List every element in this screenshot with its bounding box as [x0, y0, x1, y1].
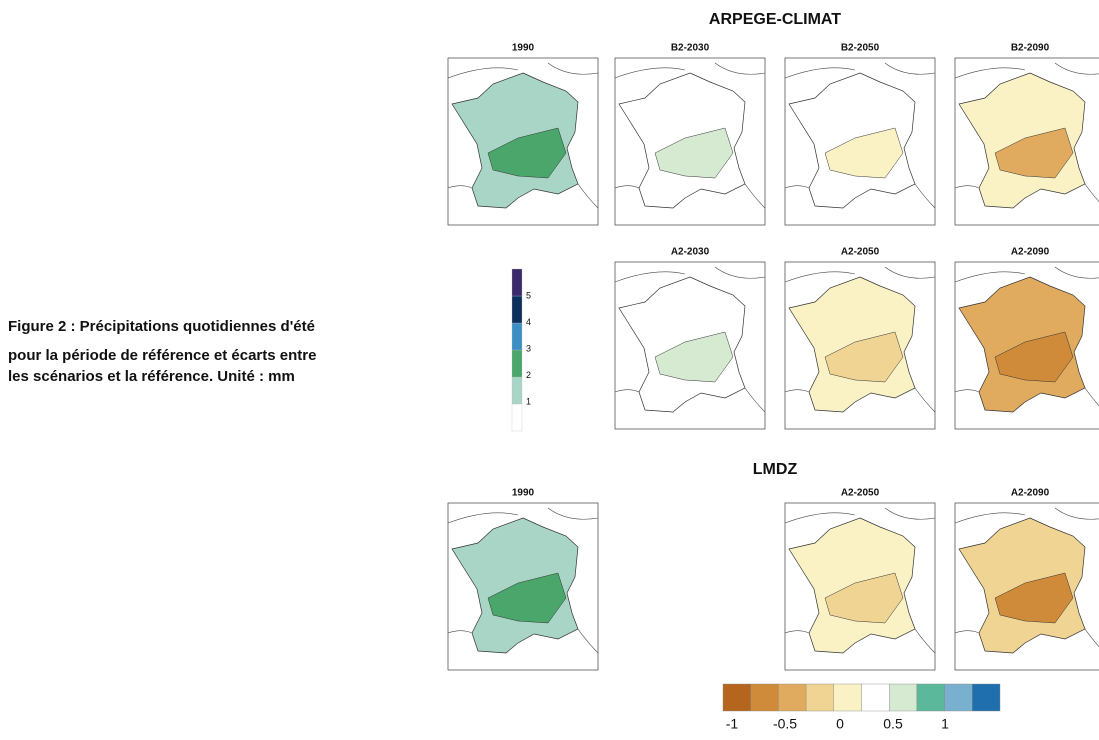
colorbar-label: 1	[526, 396, 531, 406]
precip-zone	[994, 127, 1074, 179]
colorbar-cell	[722, 683, 751, 712]
map-panel	[447, 57, 599, 226]
panel-title: A2-2090	[1011, 488, 1050, 499]
map-panel	[784, 57, 936, 226]
panel-title: B2-2030	[671, 43, 710, 54]
panel-title: A2-2030	[671, 247, 710, 258]
map-panel	[784, 261, 936, 430]
colorbar-cell	[833, 683, 862, 712]
country-outline	[614, 62, 766, 209]
panel-title: A2-2090	[1011, 247, 1050, 258]
section-title: ARPEGE-CLIMAT	[709, 11, 841, 28]
panel-title: 1990	[512, 488, 535, 499]
country-outline	[447, 62, 599, 209]
map-panel	[954, 57, 1099, 226]
colorbar-label: 0	[836, 716, 844, 732]
country-outline	[954, 507, 1099, 648]
section-title: LMDZ	[753, 461, 798, 478]
panel-title: 1990	[512, 43, 535, 54]
map-panel	[784, 502, 936, 671]
caption-line: pour la période de référence et écarts e…	[8, 347, 316, 364]
colorbar-label: 0.5	[883, 716, 903, 732]
map-panel	[614, 261, 766, 430]
colorbar-cell	[511, 268, 523, 297]
country-outline	[784, 266, 936, 413]
country-outline	[784, 507, 936, 654]
colorbar-label: -0.5	[773, 716, 797, 732]
country-outline	[784, 62, 936, 209]
precip-zone	[487, 127, 567, 179]
country-outline	[954, 266, 1099, 407]
colorbar-label: 2	[526, 370, 531, 380]
colorbar-cell	[944, 683, 973, 712]
colorbar-cell	[511, 295, 523, 324]
colorbar-cell	[511, 403, 523, 432]
colorbar-label: -1	[726, 716, 739, 732]
map-panel	[954, 502, 1099, 671]
precip-zone	[824, 331, 904, 383]
panel-title: A2-2050	[841, 247, 880, 258]
colorbar-cell	[972, 683, 1001, 712]
caption-line: Figure 2 : Précipitations quotidiennes d…	[8, 318, 315, 335]
colorbar-cell	[916, 683, 945, 712]
colorbar-cell	[861, 683, 890, 712]
colorbar-cell	[511, 376, 523, 405]
caption-line: les scénarios et la référence. Unité : m…	[8, 368, 295, 385]
colorbar-label: 3	[526, 343, 531, 353]
map-panel	[614, 57, 766, 226]
precip-zone	[487, 572, 567, 624]
colorbar-cell	[511, 349, 523, 378]
colorbar-cell	[889, 683, 918, 712]
precip-zone	[994, 572, 1074, 624]
panel-title: B2-2090	[1011, 43, 1050, 54]
map-panel	[447, 502, 599, 671]
colorbar-label: 1	[941, 716, 949, 732]
country-outline	[614, 266, 766, 413]
precip-zone	[824, 572, 904, 624]
colorbar-cell	[750, 683, 779, 712]
map-panel	[954, 261, 1099, 430]
colorbar-label: 4	[526, 317, 531, 327]
precip-zone	[824, 127, 904, 179]
colorbar-cell	[778, 683, 807, 712]
precip-zone	[654, 127, 734, 179]
country-outline	[447, 507, 599, 654]
precip-zone	[654, 331, 734, 383]
colorbar-cell	[805, 683, 834, 712]
precip-zone	[994, 331, 1074, 383]
country-outline	[954, 62, 1099, 203]
panel-title: A2-2050	[841, 488, 880, 499]
colorbar-cell	[511, 322, 523, 351]
panel-title: B2-2050	[841, 43, 880, 54]
colorbar-label: 5	[526, 290, 531, 300]
